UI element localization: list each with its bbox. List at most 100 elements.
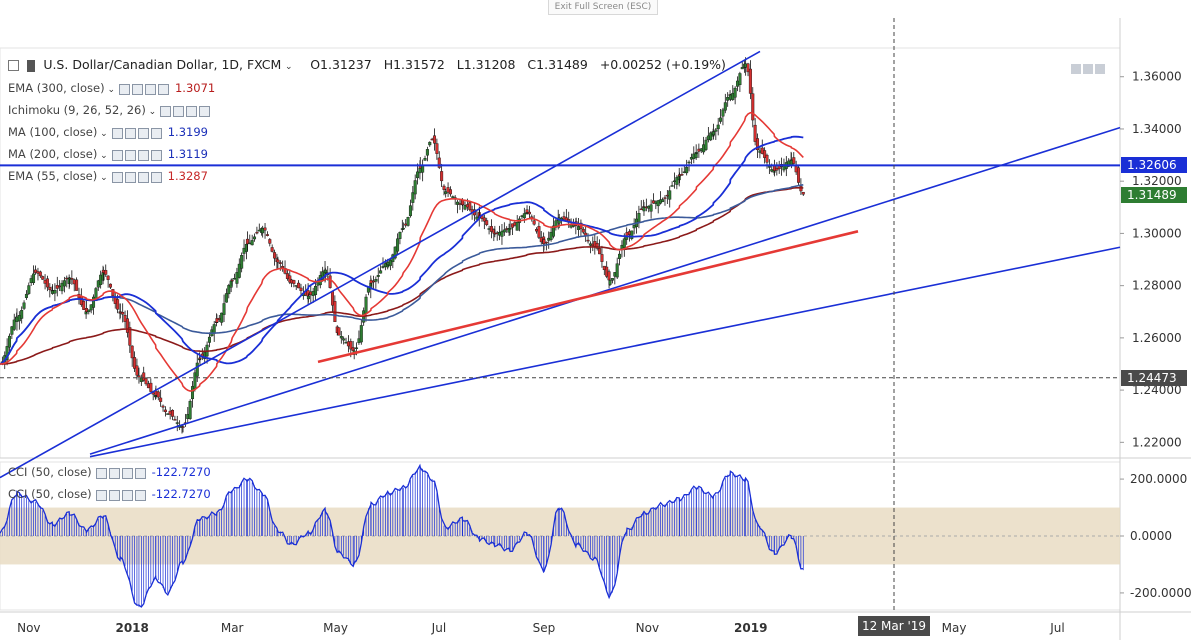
candle-body [75, 279, 79, 291]
indicator-label[interactable]: MA (100, close) [8, 125, 98, 139]
chevron-down-icon[interactable]: ⌄ [97, 151, 108, 161]
symbol-dropdown-icon[interactable]: ⌄ [284, 62, 293, 72]
candle-body [273, 252, 277, 259]
candle-body [133, 357, 137, 369]
candle-body [355, 347, 359, 349]
candle-body [515, 222, 519, 231]
candle-body [663, 197, 667, 199]
candle-body [622, 238, 626, 248]
candle-body [191, 386, 195, 400]
eye-icon[interactable] [111, 127, 123, 139]
close-icon[interactable] [134, 489, 146, 501]
candle-body [680, 174, 684, 176]
indicator-legend[interactable]: Ichimoku (9, 26, 52, 26) ⌄ [8, 102, 216, 120]
close-icon[interactable] [134, 467, 146, 479]
indicator-legend[interactable]: MA (200, close) ⌄ 1.3119 [8, 146, 208, 164]
settings-icon[interactable] [124, 127, 136, 139]
settings-icon[interactable] [124, 149, 136, 161]
candle-body [418, 167, 422, 174]
exit-fullscreen-button[interactable]: Exit Full Screen (ESC) [548, 0, 658, 15]
indicator-label[interactable]: EMA (300, close) [8, 81, 105, 95]
eye-icon[interactable] [111, 171, 123, 183]
indicator-legend[interactable]: MA (100, close) ⌄ 1.3199 [8, 124, 208, 142]
indicator-controls[interactable] [160, 103, 212, 119]
candle-body [156, 391, 160, 398]
price-tag: 1.32606 [1121, 157, 1187, 174]
add-icon[interactable] [121, 467, 133, 479]
close-icon[interactable] [150, 171, 162, 183]
symbol-title[interactable]: U.S. Dollar/Canadian Dollar, 1D, FXCM [43, 57, 282, 72]
cci-tick-label: 200.0000 [1130, 472, 1187, 486]
candle-body [639, 208, 643, 211]
chevron-down-icon[interactable]: ⌄ [104, 85, 115, 95]
close-icon[interactable] [199, 105, 211, 117]
indicator-controls[interactable] [111, 125, 164, 141]
chevron-down-icon[interactable]: ⌄ [97, 129, 108, 139]
settings-icon[interactable] [173, 105, 185, 117]
candle-body [428, 141, 432, 146]
upper-channel-line [0, 50, 761, 479]
candle-body [379, 270, 383, 274]
indicator-label[interactable]: CCI (50, close) [8, 465, 92, 479]
indicator-controls[interactable] [118, 81, 171, 97]
indicator-controls[interactable] [95, 487, 148, 503]
add-icon[interactable] [137, 127, 149, 139]
indicator-legend[interactable]: EMA (300, close) ⌄ 1.3071 [8, 80, 215, 98]
cci-legend[interactable]: CCI (50, close) -122.7270 [8, 464, 211, 481]
candle-body [220, 312, 224, 323]
indicator-label[interactable]: EMA (55, close) [8, 169, 98, 183]
candle-body [608, 280, 612, 285]
add-icon[interactable] [137, 149, 149, 161]
time-tick-label: May [942, 621, 967, 635]
add-icon[interactable] [137, 171, 149, 183]
candle-body [104, 270, 108, 275]
chevron-down-icon[interactable]: ⌄ [145, 107, 157, 117]
ema-300-line [0, 187, 804, 365]
cci-legend[interactable]: CCI (50, close) -122.7270 [8, 486, 211, 503]
candle-body [393, 246, 397, 259]
indicator-controls[interactable] [111, 147, 164, 163]
pane-controls [1071, 59, 1107, 78]
eye-icon[interactable] [95, 489, 107, 501]
close-icon[interactable] [150, 127, 162, 139]
close-icon[interactable] [150, 149, 162, 161]
candle-body [444, 191, 448, 194]
settings-icon[interactable] [124, 171, 136, 183]
support-trend-line [317, 230, 859, 364]
settings-icon[interactable] [131, 83, 143, 95]
eye-icon[interactable] [95, 467, 107, 479]
add-icon[interactable] [186, 105, 198, 117]
candle-body [437, 157, 441, 168]
eye-icon[interactable] [111, 149, 123, 161]
indicator-value: 1.3287 [167, 169, 208, 183]
move-down-icon[interactable] [1083, 64, 1093, 74]
indicator-controls[interactable] [111, 169, 164, 185]
candle-body [53, 290, 57, 294]
candle-body [12, 319, 16, 330]
candle-body [485, 220, 489, 225]
eye-icon[interactable] [160, 105, 172, 117]
add-icon[interactable] [121, 489, 133, 501]
candle-body [637, 213, 641, 222]
indicator-legend[interactable]: EMA (55, close) ⌄ 1.3287 [8, 168, 208, 186]
eye-icon[interactable] [118, 83, 130, 95]
candle-body [237, 263, 241, 278]
candle-body [270, 247, 274, 252]
maximize-pane-icon[interactable] [1095, 64, 1105, 74]
candle-body [719, 117, 723, 122]
indicator-controls[interactable] [95, 465, 148, 481]
candle-body [510, 223, 514, 228]
candle-body [163, 409, 167, 413]
collapse-icon[interactable] [8, 60, 19, 71]
indicator-label[interactable]: CCI (50, close) [8, 487, 92, 501]
close-icon[interactable] [157, 83, 169, 95]
move-up-icon[interactable] [1071, 64, 1081, 74]
chevron-down-icon[interactable]: ⌄ [97, 173, 108, 183]
indicator-label[interactable]: MA (200, close) [8, 147, 98, 161]
settings-icon[interactable] [108, 489, 120, 501]
add-icon[interactable] [144, 83, 156, 95]
settings-icon[interactable] [108, 467, 120, 479]
candle-body [60, 282, 64, 292]
indicator-label[interactable]: Ichimoku (9, 26, 52, 26) [8, 103, 146, 117]
